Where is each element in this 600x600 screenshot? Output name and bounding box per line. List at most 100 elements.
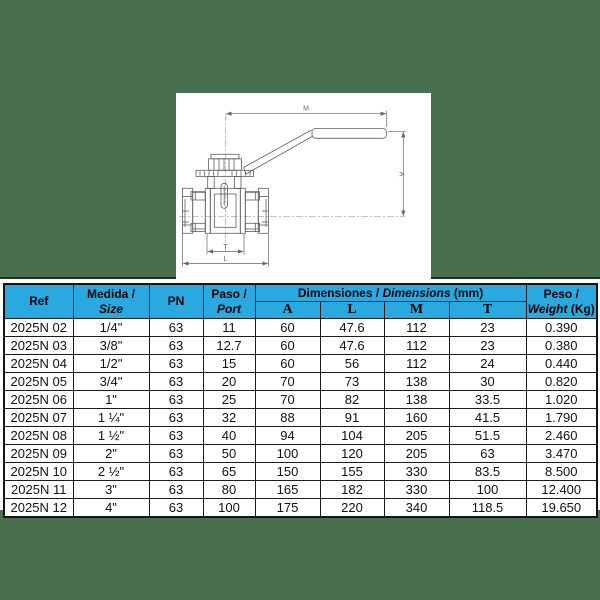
dimension-lines [182,110,406,267]
cell-ref: 2025N 11 [3,480,74,500]
table-row: 2025N 07 1 ¼" 63 32 88 91 160 41.5 1.790 [3,408,598,428]
cell-a: 150 [254,462,321,482]
cell-l: 47.6 [319,318,385,338]
col-header-pn: PN [148,283,204,320]
cell-m: 112 [383,318,450,338]
cell-ref: 2025N 10 [3,462,74,482]
cell-t: 63 [448,444,527,464]
cell-size: 1 ½" [72,426,150,446]
cell-ref: 2025N 08 [3,426,74,446]
cell-t: 118.5 [448,498,527,518]
cell-l: 220 [319,498,385,518]
valve-drawing-panel: M A T L [176,93,431,280]
cell-l: 73 [319,372,385,392]
valve-body [182,153,269,234]
col-header-size-es: Medida / [86,287,135,302]
cell-a: 165 [254,480,321,500]
cell-ref: 2025N 07 [3,408,74,428]
cell-l: 82 [319,390,385,410]
cell-port: 25 [202,390,256,410]
col-header-weight-unit: (Kg) [567,301,595,316]
cell-a: 94 [254,426,321,446]
col-header-port: Paso / Port [202,283,256,320]
col-header-port-en: Port [217,301,241,316]
table-row: 2025N 11 3" 63 80 165 182 330 100 12.400 [3,480,598,500]
cell-a: 60 [254,354,321,374]
cell-m: 330 [383,462,450,482]
cell-t: 83.5 [448,462,527,482]
cell-t: 23 [448,318,527,338]
col-header-dim-l: L [319,300,385,320]
cell-size: 1 ¼" [72,408,150,428]
col-header-dim-a: A [254,300,321,320]
cell-pn: 63 [148,336,204,356]
dim-label-t: T [223,244,228,251]
cell-t: 24 [448,354,527,374]
cell-port: 32 [202,408,256,428]
table-row: 2025N 10 2 ½" 63 65 150 155 330 83.5 8.500 [3,462,598,482]
col-header-ref: Ref [3,283,74,320]
cell-pn: 63 [148,318,204,338]
cell-size: 1/2" [72,354,150,374]
cell-a: 60 [254,318,321,338]
cell-ref: 2025N 04 [3,354,74,374]
dimension-labels: M A T L [223,106,404,264]
cell-l: 155 [319,462,385,482]
cell-ref: 2025N 03 [3,336,74,356]
cell-port: 40 [202,426,256,446]
cell-weight: 1.790 [525,408,598,428]
cell-size: 2 ½" [72,462,150,482]
spec-table-panel: Ref Medida / Size PN Paso / Port Dimensi… [0,277,600,519]
cell-l: 120 [319,444,385,464]
cell-size: 1/4" [72,318,150,338]
cell-m: 330 [383,480,450,500]
col-header-size-en: Size [98,301,123,316]
col-header-dimensions: Dimensiones / Dimensions (mm) [254,283,527,302]
cell-ref: 2025N 02 [3,318,74,338]
ball-valve-diagram: M A T L [179,106,406,267]
cell-m: 138 [383,390,450,410]
cell-a: 60 [254,336,321,356]
cell-pn: 63 [148,354,204,374]
table-row: 2025N 03 3/8" 63 12.7 60 47.6 112 23 0.380 [3,336,598,356]
col-header-weight-en: Weight [527,301,568,316]
cell-t: 51.5 [448,426,527,446]
cell-l: 56 [319,354,385,374]
cell-m: 138 [383,372,450,392]
cell-m: 205 [383,444,450,464]
cell-m: 112 [383,336,450,356]
col-header-port-es: Paso / [211,287,247,302]
col-header-weight-es: Peso / [543,287,579,302]
dim-label-a: A [398,172,405,177]
cell-t: 41.5 [448,408,527,428]
cell-weight: 0.390 [525,318,598,338]
table-row: 2025N 06 1" 63 25 70 82 138 33.5 1.020 [3,390,598,410]
cell-l: 47.6 [319,336,385,356]
cell-m: 340 [383,498,450,518]
cell-m: 205 [383,426,450,446]
cell-weight: 1.020 [525,390,598,410]
cell-weight: 12.400 [525,480,598,500]
cell-port: 50 [202,444,256,464]
cell-weight: 0.440 [525,354,598,374]
cell-ref: 2025N 06 [3,390,74,410]
dim-label-l: L [224,256,228,263]
cell-t: 100 [448,480,527,500]
cell-port: 12.7 [202,336,256,356]
cell-weight: 0.820 [525,372,598,392]
cell-ref: 2025N 05 [3,372,74,392]
cell-pn: 63 [148,408,204,428]
cell-size: 3" [72,480,150,500]
cell-l: 91 [319,408,385,428]
cell-port: 65 [202,462,256,482]
cell-weight: 0.380 [525,336,598,356]
table-row: 2025N 08 1 ½" 63 40 94 104 205 51.5 2.460 [3,426,598,446]
cell-t: 23 [448,336,527,356]
cell-port: 15 [202,354,256,374]
cell-m: 160 [383,408,450,428]
dim-label-m: M [303,106,309,113]
cell-l: 104 [319,426,385,446]
cell-weight: 2.460 [525,426,598,446]
cell-pn: 63 [148,426,204,446]
